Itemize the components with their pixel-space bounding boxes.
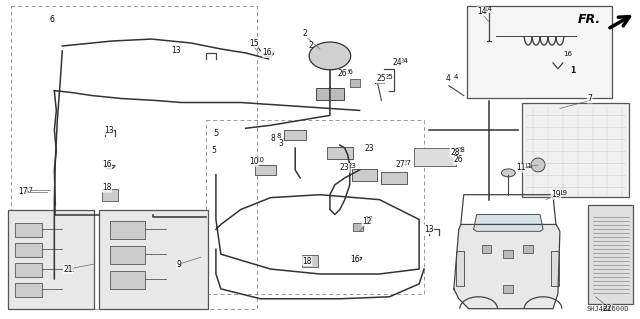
- Text: 26: 26: [345, 69, 354, 75]
- Bar: [349, 79, 360, 87]
- Text: 5: 5: [211, 145, 216, 155]
- Text: 6: 6: [50, 15, 55, 24]
- Bar: [414, 148, 456, 166]
- Text: 24: 24: [392, 58, 402, 67]
- Ellipse shape: [309, 42, 351, 70]
- Text: 21: 21: [65, 264, 75, 273]
- Bar: [504, 285, 513, 293]
- Text: 7: 7: [587, 94, 592, 103]
- Text: 16: 16: [563, 51, 572, 57]
- Bar: [15, 243, 42, 257]
- Bar: [8, 210, 94, 309]
- Text: 12: 12: [365, 217, 374, 222]
- Bar: [352, 169, 378, 181]
- Bar: [381, 172, 407, 184]
- Bar: [316, 88, 344, 100]
- Text: 1: 1: [570, 66, 575, 75]
- Bar: [524, 245, 533, 253]
- Text: 16: 16: [350, 255, 360, 263]
- Bar: [522, 102, 629, 197]
- Text: 28: 28: [450, 148, 460, 157]
- Bar: [15, 223, 42, 237]
- Text: 17: 17: [18, 187, 28, 196]
- Bar: [15, 283, 42, 297]
- Text: 17: 17: [24, 187, 33, 193]
- Text: 16: 16: [102, 160, 112, 169]
- Bar: [588, 204, 633, 304]
- Text: 5: 5: [213, 129, 218, 138]
- Bar: [456, 251, 464, 286]
- Bar: [353, 223, 363, 231]
- Text: 23: 23: [340, 163, 349, 173]
- Text: 4: 4: [445, 74, 451, 83]
- Text: 10: 10: [255, 157, 264, 163]
- Text: 16: 16: [262, 48, 272, 57]
- Text: 2: 2: [308, 41, 313, 50]
- Text: 9: 9: [177, 260, 182, 269]
- Bar: [11, 6, 257, 309]
- Bar: [481, 245, 492, 253]
- Bar: [504, 250, 513, 258]
- Text: 9: 9: [177, 260, 182, 269]
- Bar: [302, 255, 318, 267]
- Text: 18: 18: [102, 183, 111, 192]
- Text: 26: 26: [338, 69, 348, 78]
- Text: 4: 4: [454, 74, 458, 80]
- Bar: [206, 120, 424, 294]
- Text: 23: 23: [348, 163, 356, 169]
- Bar: [99, 210, 208, 309]
- Text: 11: 11: [524, 163, 532, 169]
- Bar: [551, 251, 559, 286]
- Text: 25: 25: [377, 74, 387, 83]
- Text: 27: 27: [403, 160, 411, 166]
- Text: FR.: FR.: [577, 13, 600, 26]
- Ellipse shape: [501, 169, 515, 177]
- Text: 22: 22: [603, 304, 612, 313]
- Text: 26: 26: [454, 155, 463, 165]
- Bar: [467, 6, 612, 98]
- Text: 22: 22: [605, 304, 614, 313]
- Text: 28: 28: [457, 147, 466, 153]
- Text: 19: 19: [551, 190, 561, 199]
- Polygon shape: [454, 225, 560, 309]
- Text: 23: 23: [365, 144, 374, 152]
- Text: 10: 10: [249, 158, 259, 167]
- Text: 13: 13: [104, 126, 114, 135]
- Text: 14: 14: [484, 6, 492, 12]
- Text: 3: 3: [278, 139, 283, 148]
- Text: 13: 13: [172, 47, 181, 56]
- Text: 18: 18: [302, 256, 312, 266]
- Ellipse shape: [531, 158, 545, 172]
- Text: 8: 8: [276, 133, 281, 139]
- Text: 8: 8: [270, 134, 275, 143]
- Text: 12: 12: [362, 217, 371, 226]
- Text: 11: 11: [516, 163, 526, 173]
- Text: 25: 25: [385, 74, 393, 80]
- Bar: [102, 189, 118, 201]
- Bar: [110, 246, 145, 264]
- Text: SHJ4B1600D: SHJ4B1600D: [587, 306, 629, 312]
- Text: 6: 6: [50, 15, 55, 24]
- Text: 27: 27: [396, 160, 405, 169]
- Bar: [327, 147, 353, 159]
- Bar: [255, 165, 276, 175]
- Text: 15: 15: [249, 39, 259, 48]
- Text: 13: 13: [424, 225, 434, 234]
- Text: 21: 21: [63, 264, 73, 273]
- Polygon shape: [474, 214, 543, 231]
- Bar: [110, 271, 145, 289]
- Bar: [284, 130, 306, 140]
- Text: 19: 19: [558, 190, 567, 196]
- Text: 2: 2: [303, 29, 307, 38]
- Bar: [110, 221, 145, 239]
- Text: 24: 24: [399, 58, 408, 64]
- Text: 14: 14: [477, 7, 486, 16]
- Bar: [15, 263, 42, 277]
